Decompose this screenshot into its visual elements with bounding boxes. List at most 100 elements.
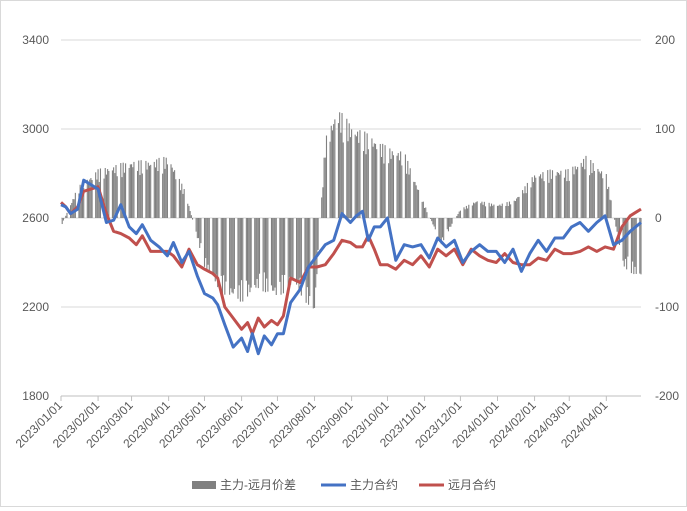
legend-swatch-spread	[192, 481, 216, 489]
spread-bar	[557, 172, 558, 218]
spread-bar	[289, 218, 290, 277]
spread-bar	[607, 189, 608, 218]
spread-bar	[306, 218, 307, 303]
spread-bar	[334, 119, 335, 218]
spread-bar	[391, 159, 392, 218]
spread-bar	[523, 193, 524, 218]
spread-bar	[442, 218, 443, 237]
spread-bar	[367, 133, 368, 218]
spread-bar	[147, 170, 148, 218]
spread-bar	[505, 206, 506, 218]
spread-bar	[309, 218, 310, 296]
spread-bar	[326, 136, 327, 218]
spread-bar	[572, 167, 573, 218]
spread-bar	[483, 205, 484, 218]
spread-bar	[425, 208, 426, 218]
spread-bar	[443, 218, 444, 240]
spread-bar	[575, 166, 576, 218]
y-right-tick-label: -200	[655, 389, 679, 403]
spread-bar	[197, 218, 198, 238]
spread-bar	[399, 160, 400, 218]
spread-bar	[465, 209, 466, 218]
spread-bar	[374, 143, 375, 218]
spread-bar	[382, 144, 383, 218]
spread-bar	[72, 199, 73, 218]
spread-bar	[174, 170, 175, 218]
spread-bar	[297, 218, 298, 280]
spread-bar	[526, 193, 527, 218]
spread-bar	[490, 206, 491, 218]
spread-bar	[407, 161, 408, 218]
spread-bar	[481, 202, 482, 218]
spread-bar	[204, 218, 205, 267]
spread-bar	[577, 167, 578, 218]
spread-bar	[431, 218, 432, 221]
legend-label-main: 主力合约	[350, 477, 398, 492]
spread-bar	[113, 167, 114, 218]
spread-bar	[432, 218, 433, 224]
spread-bar	[564, 178, 565, 218]
spread-bar	[460, 211, 461, 218]
spread-bar	[509, 202, 510, 218]
spread-bar	[267, 218, 268, 292]
spread-bar	[568, 169, 569, 218]
spread-bar	[541, 178, 542, 218]
spread-bar	[271, 218, 272, 285]
spread-bar	[535, 178, 536, 218]
spread-bar	[491, 204, 492, 218]
spread-bar	[192, 218, 193, 220]
spread-bar	[468, 205, 469, 218]
spread-bar	[137, 171, 138, 218]
spread-bar	[440, 218, 441, 238]
spread-bar	[438, 218, 439, 238]
spread-bar	[472, 205, 473, 218]
spread-bar	[640, 218, 641, 274]
y-right-tick-label: -100	[655, 300, 679, 314]
spread-bar	[199, 218, 200, 248]
spread-bar	[315, 218, 316, 288]
spread-bar	[173, 172, 174, 218]
spread-bar	[138, 161, 139, 218]
spread-bar	[321, 197, 322, 218]
spread-bar	[473, 203, 474, 218]
y-right-tick-label: 0	[655, 211, 662, 225]
spread-bar	[383, 164, 384, 218]
spread-bar	[96, 180, 97, 218]
spread-bar	[475, 202, 476, 218]
spread-bar	[300, 218, 301, 278]
spread-bar	[63, 218, 64, 221]
spread-bar	[318, 218, 319, 250]
spread-bar	[142, 173, 143, 218]
spread-bar	[148, 163, 149, 218]
spread-bar	[392, 151, 393, 218]
spread-bar	[576, 169, 577, 218]
spread-bar	[626, 218, 627, 269]
spread-bar	[347, 141, 348, 218]
spread-bar	[349, 123, 350, 218]
spread-bar	[242, 218, 243, 302]
spread-bar	[205, 218, 206, 258]
spread-bar	[449, 218, 450, 227]
spread-bar	[170, 164, 171, 218]
spread-bar	[159, 158, 160, 218]
spread-bar	[223, 218, 224, 275]
spread-bar	[518, 197, 519, 218]
spread-bar	[406, 174, 407, 218]
spread-bar	[371, 138, 372, 218]
legend-label-far: 远月合约	[448, 477, 496, 492]
spread-bar	[206, 218, 207, 270]
spread-bar	[279, 218, 280, 282]
spread-bar	[221, 218, 222, 276]
spread-bar	[493, 205, 494, 218]
spread-bar	[405, 154, 406, 218]
spread-bar	[517, 197, 518, 218]
spread-bar	[507, 202, 508, 218]
spread-bars	[62, 112, 642, 308]
spread-bar	[276, 218, 277, 295]
spread-bar	[258, 218, 259, 288]
spread-bar	[510, 204, 511, 218]
spread-bar	[615, 218, 616, 227]
spread-bar	[264, 218, 265, 272]
spread-bar	[237, 218, 238, 299]
